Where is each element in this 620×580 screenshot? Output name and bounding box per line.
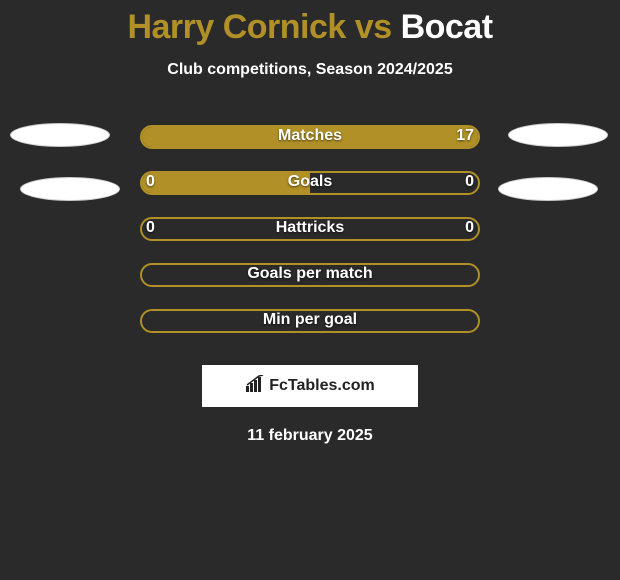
- bar-track: [140, 171, 480, 195]
- bar-track: [140, 217, 480, 241]
- stat-value-left: 0: [146, 219, 155, 237]
- chart-icon: [245, 375, 265, 398]
- decorative-ellipse: [508, 123, 608, 147]
- bar-fill-right: [142, 127, 478, 147]
- bar-fill-left: [142, 173, 310, 193]
- date-text: 11 february 2025: [0, 427, 620, 445]
- player1-name: Harry Cornick: [127, 8, 345, 46]
- bar-track: [140, 263, 480, 287]
- brand-text: FcTables.com: [269, 377, 375, 395]
- vs-text: vs: [355, 8, 392, 46]
- stat-value-right: 0: [465, 173, 474, 191]
- stat-row: Goals00: [0, 171, 620, 217]
- decorative-ellipse: [20, 177, 120, 201]
- stat-row: Matches17: [0, 125, 620, 171]
- stat-row: Min per goal: [0, 309, 620, 355]
- stat-value-right: 17: [456, 127, 474, 145]
- bar-track: [140, 125, 480, 149]
- subtitle: Club competitions, Season 2024/2025: [0, 61, 620, 79]
- decorative-ellipse: [10, 123, 110, 147]
- bar-track: [140, 309, 480, 333]
- brand-box: FcTables.com: [202, 365, 418, 407]
- player2-name: Bocat: [401, 8, 493, 46]
- stat-row: Hattricks00: [0, 217, 620, 263]
- decorative-ellipse: [498, 177, 598, 201]
- comparison-chart: Matches17Goals00Hattricks00Goals per mat…: [0, 125, 620, 355]
- stat-value-left: 0: [146, 173, 155, 191]
- stat-row: Goals per match: [0, 263, 620, 309]
- stat-value-right: 0: [465, 219, 474, 237]
- comparison-title: Harry Cornick vs Bocat: [0, 0, 620, 47]
